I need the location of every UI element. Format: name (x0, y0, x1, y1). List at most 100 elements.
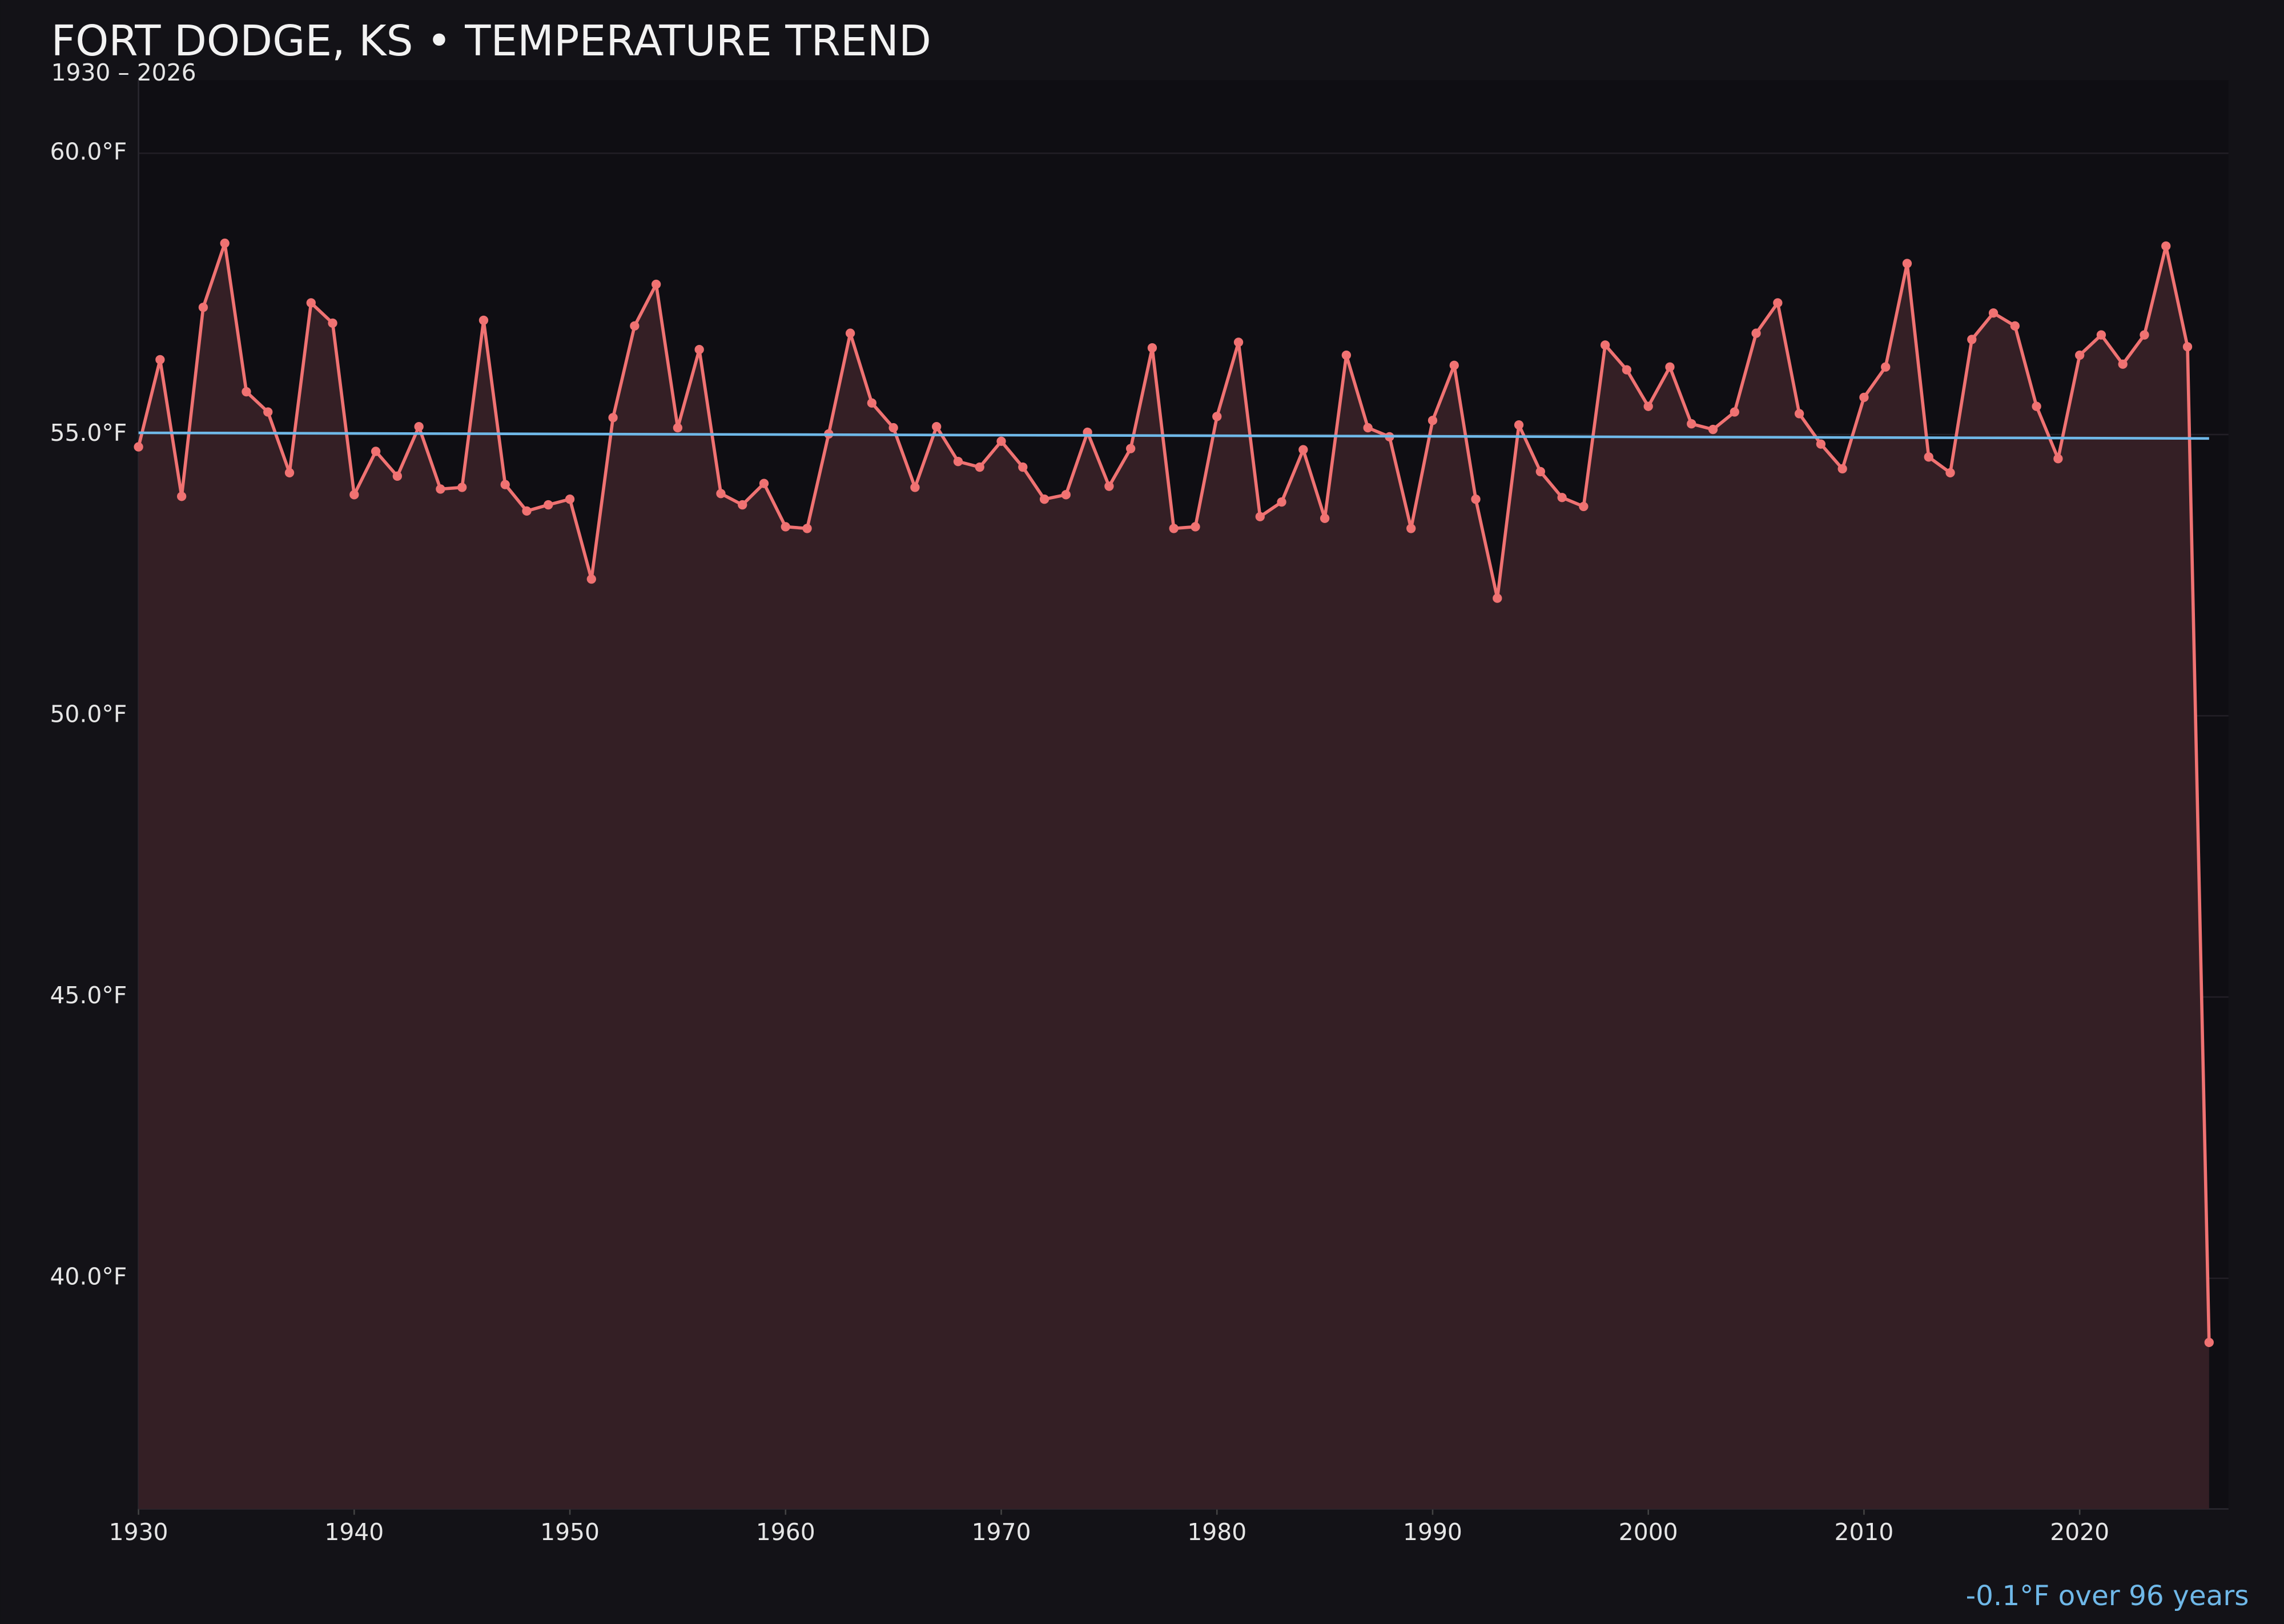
data-point (1665, 362, 1675, 372)
data-point (651, 279, 661, 290)
data-point (306, 298, 316, 308)
data-point (457, 483, 467, 492)
data-point (263, 407, 273, 417)
data-point (845, 328, 855, 338)
data-point (1427, 416, 1438, 425)
data-point (1751, 328, 1761, 338)
data-point (1924, 452, 1933, 462)
data-point (1967, 335, 1977, 344)
data-point (371, 447, 381, 456)
data-point (1837, 464, 1847, 474)
data-point (392, 471, 403, 481)
trend-line (138, 431, 2209, 440)
data-point (2204, 1337, 2214, 1348)
data-point (1902, 259, 1912, 268)
y-tick-label: 60.0°F (50, 138, 127, 165)
y-tick-label: 55.0°F (50, 419, 127, 447)
chart-subtitle: 1930 – 2026 (51, 59, 196, 86)
data-point (500, 480, 510, 489)
data-point (716, 489, 726, 499)
data-point (1320, 513, 1330, 523)
data-point (1191, 522, 1200, 532)
data-point (608, 413, 618, 423)
data-point (1859, 392, 1869, 403)
data-point (1622, 365, 1632, 375)
data-point (2096, 330, 2106, 340)
data-point (1945, 468, 1955, 478)
data-point (2182, 342, 2193, 352)
data-point (910, 483, 920, 492)
data-point (349, 490, 359, 500)
data-point (1730, 407, 1739, 417)
data-point (1169, 524, 1179, 533)
data-point (1449, 360, 1459, 370)
x-tick-label: 1990 (1403, 1518, 1462, 1546)
data-point (1557, 493, 1567, 503)
x-tick-label: 2020 (2050, 1518, 2109, 1546)
data-point (2053, 454, 2063, 464)
data-point (2140, 330, 2149, 340)
data-point (2032, 401, 2041, 411)
data-point (436, 484, 445, 494)
data-point (1643, 401, 1653, 411)
data-point (1535, 467, 1546, 477)
data-point (2118, 359, 2128, 369)
data-point (1514, 420, 1524, 430)
data-point (198, 303, 208, 312)
data-point (242, 387, 251, 397)
data-point (1104, 481, 1114, 491)
data-point (2075, 350, 2085, 360)
data-point (586, 574, 596, 584)
data-point (1687, 419, 1696, 429)
data-point (478, 315, 489, 325)
data-point (328, 318, 337, 328)
data-point (1881, 362, 1891, 372)
data-point (1341, 350, 1352, 360)
data-point (1363, 423, 1373, 433)
data-point (867, 398, 877, 408)
data-point (284, 468, 295, 478)
x-tick-label: 2000 (1619, 1518, 1678, 1546)
data-point (544, 500, 553, 510)
data-point (738, 500, 747, 510)
data-point (630, 321, 640, 331)
data-point (1018, 462, 1028, 472)
x-tick-label: 2010 (1835, 1518, 1894, 1546)
x-tick-label: 1950 (540, 1518, 600, 1546)
data-point (1061, 490, 1071, 500)
data-point (1406, 524, 1416, 533)
data-point (1277, 497, 1286, 507)
data-point (1493, 593, 1502, 603)
data-point (1212, 412, 1222, 421)
data-point (1600, 340, 1610, 350)
data-point (996, 436, 1006, 446)
data-point (220, 238, 230, 248)
data-point (802, 524, 812, 533)
data-point (176, 492, 187, 501)
data-point (1773, 298, 1783, 308)
data-point (673, 423, 683, 433)
data-point (1579, 501, 1589, 512)
data-point (2010, 321, 2020, 331)
data-point (1125, 444, 1136, 453)
data-point (953, 457, 963, 467)
y-tick-label: 45.0°F (50, 982, 127, 1009)
y-tick-label: 50.0°F (50, 700, 127, 727)
data-point (522, 506, 532, 516)
data-point (932, 421, 942, 432)
data-point (888, 423, 898, 433)
x-tick-label: 1970 (972, 1518, 1031, 1546)
x-tick-label: 1940 (324, 1518, 384, 1546)
data-point (1816, 439, 1826, 449)
data-point (694, 344, 704, 355)
data-point (781, 522, 790, 532)
data-point (414, 421, 424, 432)
data-point (1988, 308, 1998, 318)
data-point (1255, 512, 1265, 521)
data-point (1147, 343, 1157, 353)
x-tick-label: 1980 (1187, 1518, 1246, 1546)
x-tick-label: 1930 (109, 1518, 168, 1546)
data-point (1298, 445, 1308, 455)
